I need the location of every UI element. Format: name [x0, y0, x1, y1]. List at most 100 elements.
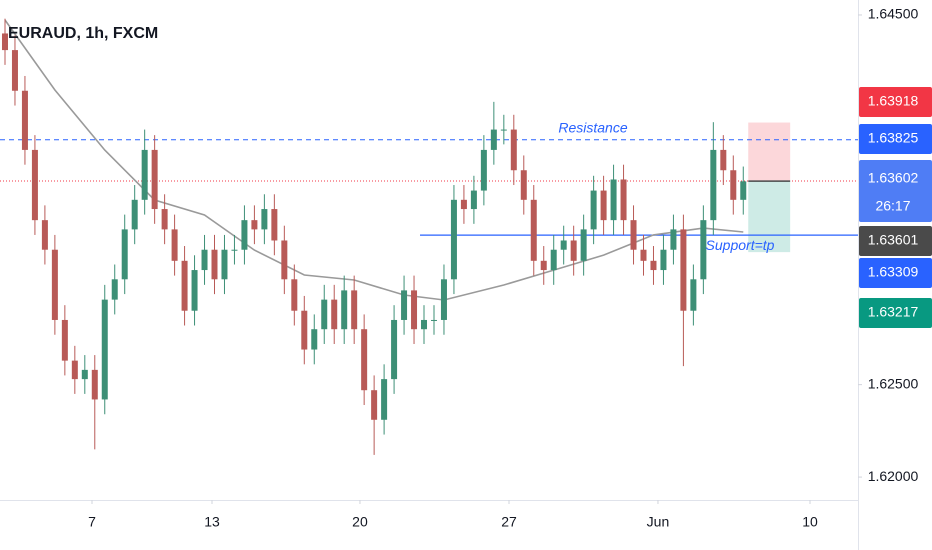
candle-body	[391, 319, 398, 380]
candle-body	[231, 249, 238, 251]
candle-body	[241, 220, 248, 250]
moving-average	[4, 19, 744, 301]
candle-body	[530, 199, 537, 261]
x-tick-label: Jun	[647, 514, 670, 530]
price-tag	[859, 160, 932, 222]
candle-body	[81, 369, 88, 380]
candle-body	[700, 220, 707, 280]
x-tick-label: 7	[88, 514, 96, 530]
candle-body	[411, 290, 418, 330]
candle-body	[251, 220, 258, 230]
candle-body	[490, 129, 497, 150]
x-tick-label: 20	[352, 514, 368, 530]
candle-body	[51, 249, 58, 320]
candle-body	[111, 279, 118, 300]
candle-body	[21, 90, 28, 150]
candle-body	[660, 249, 667, 271]
x-tick-label: 27	[501, 514, 517, 530]
candle-body	[740, 181, 747, 200]
price-tag-label: 1.63309	[868, 264, 919, 280]
candle-body	[181, 260, 188, 311]
price-tag-label: 1.63217	[868, 304, 919, 320]
candle-body	[71, 360, 78, 380]
candle-body	[381, 379, 388, 420]
candle-body	[291, 279, 298, 311]
candle-body	[91, 369, 98, 400]
candle-body	[11, 50, 18, 91]
candle-body	[440, 279, 447, 320]
candle-body	[630, 220, 637, 250]
candle-body	[421, 319, 428, 330]
candle-body	[191, 270, 198, 311]
price-tag	[859, 124, 932, 154]
candle-body	[351, 290, 358, 330]
candle-body	[450, 199, 457, 280]
price-tag	[859, 258, 932, 288]
candle-body	[141, 149, 148, 200]
y-tick-label: 1.62000	[868, 468, 919, 484]
x-tick-label: 13	[204, 514, 220, 530]
candle-body	[480, 149, 487, 191]
chart-title: EURAUD, 1h, FXCM	[8, 25, 158, 42]
candle-body	[640, 249, 647, 261]
candle-body	[61, 319, 68, 361]
candle-body	[520, 170, 527, 200]
resistance-label: Resistance	[558, 119, 627, 135]
candle-body	[211, 249, 218, 280]
candle-body	[121, 229, 128, 280]
price-tag	[859, 298, 932, 328]
candle-body	[670, 229, 677, 250]
candle-body	[341, 290, 348, 330]
candle-body	[101, 299, 108, 400]
candle-body	[31, 149, 38, 221]
candle-body	[301, 310, 308, 350]
candle-body	[1, 33, 8, 51]
stop-zone	[748, 122, 791, 182]
candle-body	[590, 190, 597, 230]
candle-body	[221, 249, 228, 280]
candle-body	[600, 190, 607, 221]
target-zone	[748, 181, 791, 253]
candle-body	[710, 149, 717, 221]
countdown-label: 26:17	[875, 198, 910, 214]
candle-body	[730, 170, 737, 200]
candle-body	[281, 240, 288, 280]
candle-body	[361, 329, 368, 391]
candle-body	[171, 229, 178, 261]
candle-body	[311, 329, 318, 350]
candle-body	[161, 209, 168, 230]
candle-body	[371, 390, 378, 420]
candle-body	[680, 229, 687, 311]
candle-body	[720, 149, 727, 171]
candle-body	[331, 299, 338, 330]
candle-body	[460, 199, 467, 210]
candle-body	[570, 240, 577, 261]
candle-body	[690, 279, 697, 311]
candle-body	[41, 220, 48, 250]
candle-body	[401, 290, 408, 320]
candle-body	[201, 249, 208, 271]
price-tag-label: 1.63602	[868, 170, 919, 186]
y-tick-label: 1.64500	[868, 6, 919, 22]
price-tag-label: 1.63601	[868, 232, 919, 248]
candle-body	[261, 209, 268, 230]
candle-body	[321, 299, 328, 330]
price-tag	[859, 226, 932, 256]
candle-body	[580, 229, 587, 261]
plot-area	[0, 18, 858, 455]
candle-body	[610, 179, 617, 221]
candle-body	[650, 260, 657, 271]
candle-body	[500, 129, 507, 131]
candle-body	[271, 209, 278, 241]
candle-body	[560, 240, 567, 250]
candle-body	[510, 129, 517, 171]
candle-body	[131, 199, 138, 230]
candle-body	[151, 149, 158, 210]
candle-body	[550, 249, 557, 271]
price-tag-label: 1.63825	[868, 130, 919, 146]
candle-body	[470, 190, 477, 210]
candle-body	[540, 260, 547, 271]
candle-body	[620, 179, 627, 221]
